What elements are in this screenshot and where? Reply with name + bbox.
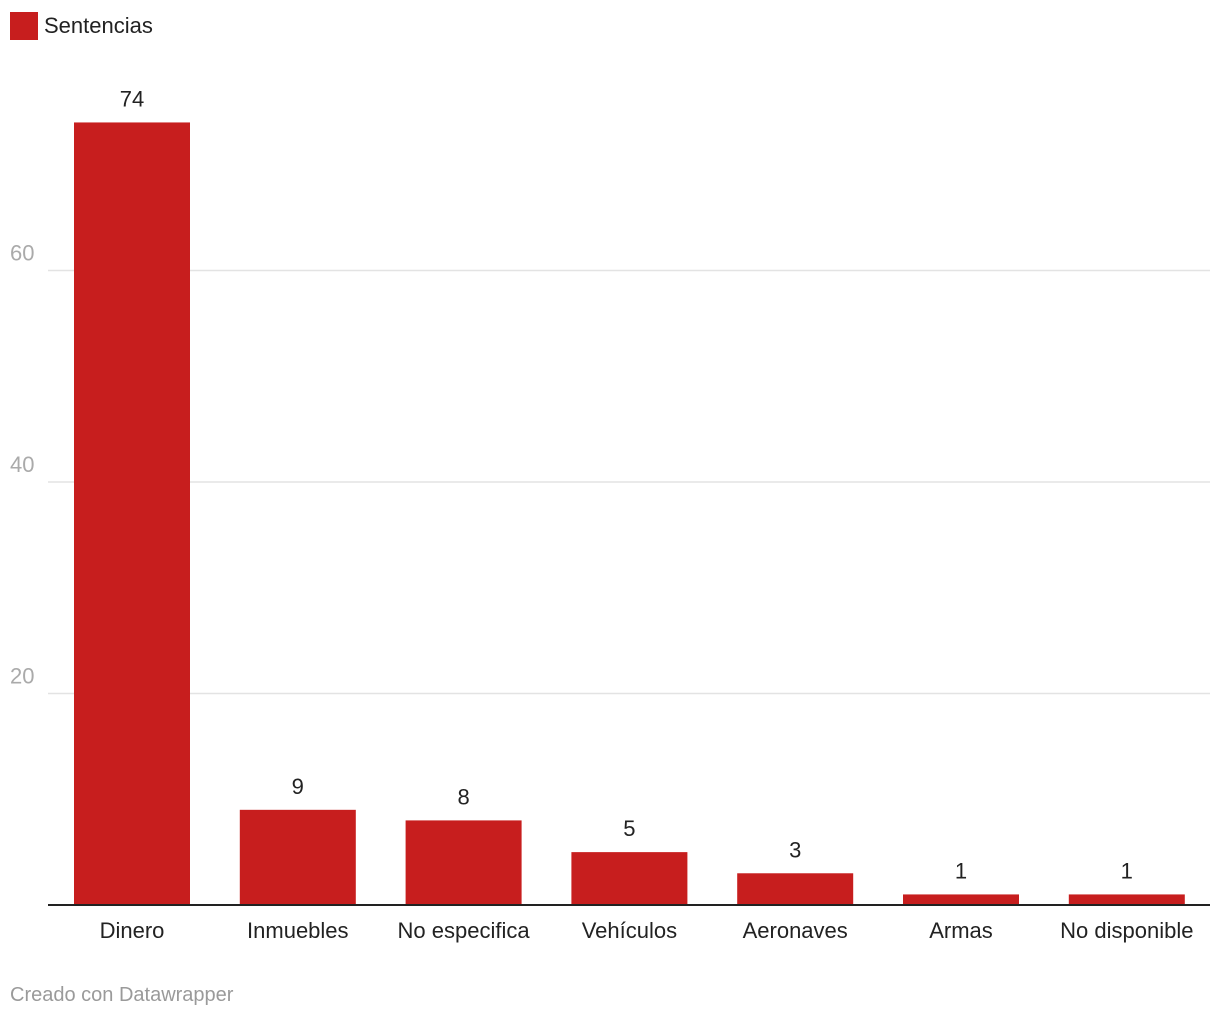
bar <box>405 820 522 905</box>
bar <box>571 852 688 905</box>
legend-label: Sentencias <box>44 13 153 38</box>
x-tick-label: Vehículos <box>582 918 677 943</box>
x-tick-label: No especifica <box>398 918 531 943</box>
data-labels: 74 9 8 5 3 1 1 <box>120 86 1133 883</box>
data-label: 8 <box>457 784 469 809</box>
x-tick-label: Inmuebles <box>247 918 349 943</box>
legend-swatch <box>10 12 38 40</box>
bar <box>74 122 190 905</box>
x-tick-label: Dinero <box>100 918 165 943</box>
data-label: 1 <box>1121 858 1133 883</box>
bar <box>1068 894 1185 905</box>
x-axis: Dinero Inmuebles No especifica Vehículos Aer… <box>48 904 1210 943</box>
legend: Sentencias <box>10 12 153 40</box>
x-tick-label: No disponible <box>1060 918 1193 943</box>
bars <box>74 122 1185 905</box>
data-label: 74 <box>120 86 144 111</box>
y-tick-label: 20 <box>10 664 34 689</box>
bar <box>737 873 854 905</box>
bar <box>903 894 1019 905</box>
footer-credit[interactable]: Creado con Datawrapper <box>10 984 234 1006</box>
data-label: 5 <box>623 816 635 841</box>
x-tick-label: Aeronaves <box>743 918 848 943</box>
data-label: 3 <box>789 837 801 862</box>
y-tick-label: 40 <box>10 452 34 477</box>
y-tick-label: 60 <box>10 241 34 266</box>
x-tick-label: Armas <box>929 918 993 943</box>
data-label: 9 <box>292 774 304 799</box>
data-label: 1 <box>955 858 967 883</box>
bar <box>239 809 356 905</box>
gridlines: 20 40 60 <box>10 241 1210 695</box>
